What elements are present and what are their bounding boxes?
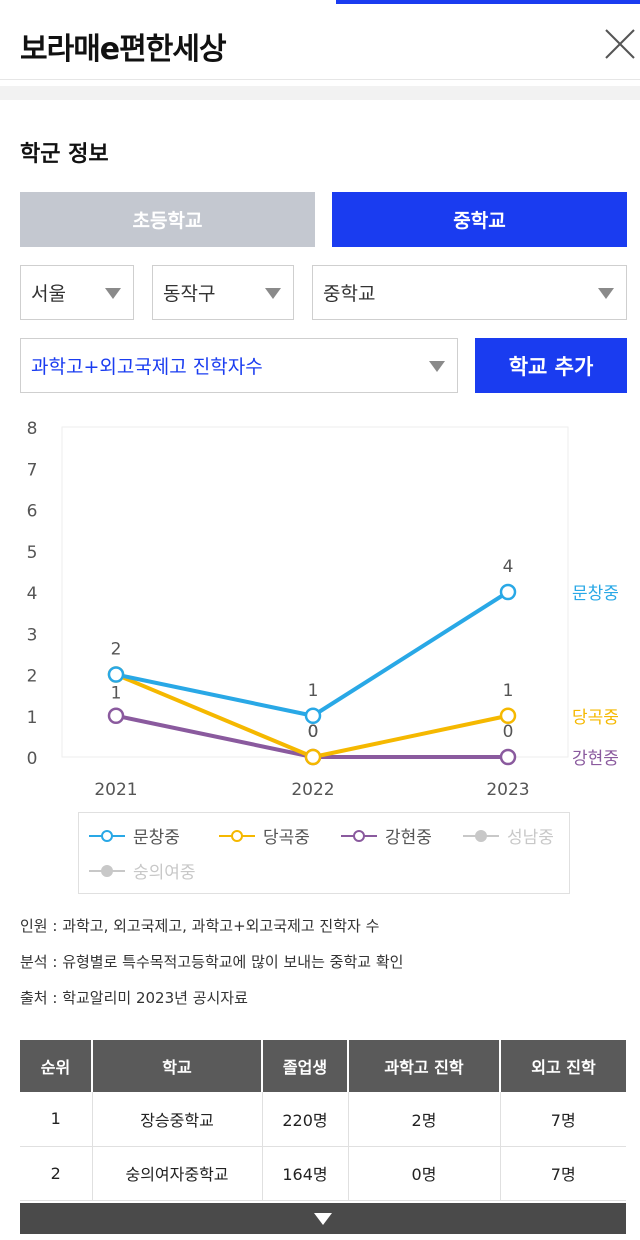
note-analysis: 분석 : 유형별로 특수목적고등학교에 많이 보내는 중학교 확인 [20, 953, 404, 971]
legend-item[interactable]: 강현중 [341, 823, 432, 848]
data-label: 0 [308, 722, 319, 742]
legend-label: 당곡중 [263, 828, 310, 848]
col-foreign-header: 외고 진학 [500, 1040, 626, 1092]
plot-frame [61, 426, 569, 758]
col-science-header: 과학고 진학 [348, 1040, 501, 1092]
y-tick-label: 8 [27, 419, 38, 439]
cell-rank: 1 [20, 1092, 93, 1147]
legend-marker-icon [89, 829, 125, 843]
col-school-header: 학교 [92, 1040, 263, 1092]
metric-select-value: 과학고+외고국제고 진학자수 [31, 356, 263, 378]
legend-item[interactable]: 숭의여중 [89, 858, 196, 883]
legend-item[interactable]: 문창중 [89, 823, 180, 848]
close-icon [605, 29, 635, 59]
school-rank-table: 순위 학교 졸업생 과학고 진학 외고 진학 1 장승중학교 220명 2명 7… [20, 1040, 626, 1201]
data-point [499, 583, 517, 601]
district-select-value: 동작구 [163, 283, 216, 305]
series-end-label: 당곡중 [572, 708, 619, 728]
chevron-down-icon [105, 288, 121, 299]
note-source: 출처 : 학교알리미 2023년 공시자료 [20, 989, 248, 1007]
legend-marker-icon [463, 829, 499, 843]
district-select[interactable]: 동작구 [152, 265, 294, 320]
school-level-select-value: 중학교 [323, 283, 376, 305]
data-label: 0 [503, 722, 514, 742]
legend-item[interactable]: 성남중 [463, 823, 554, 848]
y-tick-label: 1 [27, 708, 38, 728]
legend-marker-icon [341, 829, 377, 843]
table-header-row: 순위 학교 졸업생 과학고 진학 외고 진학 [20, 1040, 626, 1092]
cell-school: 장승중학교 [92, 1092, 263, 1147]
y-tick-label: 7 [27, 460, 38, 480]
data-label: 1 [308, 681, 319, 701]
y-tick-label: 5 [27, 543, 38, 563]
cell-foreign: 7명 [500, 1092, 626, 1147]
chevron-down-icon [429, 361, 445, 372]
top-accent-bar [336, 0, 640, 4]
cell-school: 숭의여자중학교 [92, 1146, 263, 1201]
legend-label: 강현중 [385, 828, 432, 848]
data-point [304, 748, 322, 766]
series-end-label: 문창중 [572, 584, 619, 604]
add-school-button[interactable]: 학교 추가 [475, 338, 627, 393]
data-label: 1 [503, 681, 514, 701]
data-point [499, 748, 517, 766]
data-point [107, 666, 125, 683]
x-tick-label: 2022 [291, 780, 334, 800]
page-title: 보라매e편한세상 [20, 32, 227, 67]
y-tick-label: 6 [27, 502, 38, 522]
cell-foreign: 7명 [500, 1146, 626, 1201]
chevron-down-icon [598, 288, 614, 299]
legend-marker-icon [219, 829, 255, 843]
col-graduates-header: 졸업생 [262, 1040, 349, 1092]
data-label: 4 [503, 557, 514, 577]
chart-notes: 인원 : 과학고, 외고국제고, 과학고+외고국제고 진학자 수 분석 : 유형… [20, 912, 403, 1020]
x-tick-label: 2021 [94, 780, 137, 800]
legend-label: 성남중 [507, 828, 554, 848]
tab-elementary[interactable]: 초등학교 [20, 192, 315, 247]
data-label: 0 [308, 722, 319, 742]
table-row[interactable]: 1 장승중학교 220명 2명 7명 [20, 1092, 626, 1147]
data-point [304, 707, 322, 724]
note-people: 인원 : 과학고, 외고국제고, 과학고+외고국제고 진학자 수 [20, 917, 380, 935]
cell-science: 0명 [348, 1146, 501, 1201]
section-divider [0, 86, 640, 100]
section-title: 학군 정보 [20, 142, 109, 167]
series-end-label: 강현중 [572, 749, 619, 769]
expand-table-button[interactable] [20, 1203, 626, 1234]
data-label: 2 [111, 640, 122, 660]
metric-select[interactable]: 과학고+외고국제고 진학자수 [20, 338, 458, 393]
tab-middle-school[interactable]: 중학교 [332, 192, 627, 247]
data-point [499, 707, 517, 724]
legend-label: 문창중 [133, 828, 180, 848]
y-tick-label: 4 [27, 584, 38, 604]
table-row[interactable]: 2 숭의여자중학교 164명 0명 7명 [20, 1146, 626, 1201]
cell-science: 2명 [348, 1092, 501, 1147]
data-label: 1 [111, 684, 122, 704]
cell-graduates: 220명 [262, 1092, 349, 1147]
school-level-select[interactable]: 중학교 [312, 265, 627, 320]
legend-item[interactable]: 당곡중 [219, 823, 310, 848]
data-point [107, 707, 125, 724]
col-rank-header: 순위 [20, 1040, 93, 1092]
header: 보라매e편한세상 [0, 4, 640, 80]
chevron-down-icon [314, 1212, 332, 1225]
y-tick-label: 2 [27, 667, 38, 687]
cell-graduates: 164명 [262, 1146, 349, 1201]
y-tick-label: 3 [27, 625, 38, 645]
legend-marker-icon [89, 864, 125, 878]
cell-rank: 2 [20, 1146, 93, 1201]
y-tick-label: 0 [27, 749, 38, 769]
close-button[interactable] [602, 26, 638, 62]
chevron-down-icon [265, 288, 281, 299]
x-tick-label: 2023 [486, 780, 529, 800]
city-select[interactable]: 서울 [20, 265, 134, 320]
legend-label: 숭의여중 [133, 863, 196, 883]
city-select-value: 서울 [31, 283, 66, 305]
